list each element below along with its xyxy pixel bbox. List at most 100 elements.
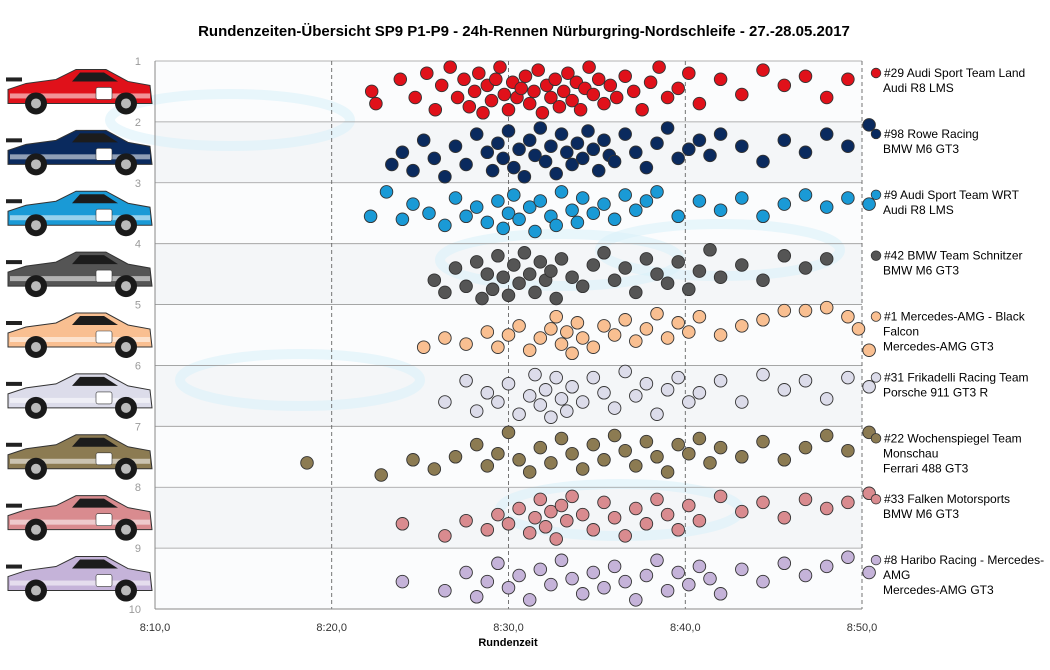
data-point (517, 246, 532, 260)
data-point (476, 106, 490, 120)
car-wing (6, 503, 22, 508)
data-point (467, 84, 482, 99)
data-point (607, 328, 622, 342)
data-point (671, 565, 685, 580)
watermark-shape (175, 349, 425, 411)
data-point (570, 215, 585, 230)
data-point (650, 407, 664, 421)
car-rim (121, 463, 131, 474)
data-point (682, 577, 696, 592)
data-point (660, 465, 675, 479)
data-point (522, 343, 537, 357)
data-point (369, 96, 383, 111)
y-tick-label: 6 (135, 360, 141, 372)
data-point (544, 410, 558, 424)
data-point (522, 526, 537, 540)
axes: 8:10,0 8:20,0 8:30,0 8:40,0 8:50,0 1 2 3 4 5 6 7 8 9 1… (129, 56, 878, 634)
data-point (538, 154, 553, 169)
data-point (549, 370, 563, 385)
data-point (586, 437, 601, 452)
data-point (565, 157, 579, 172)
data-point (703, 243, 717, 257)
data-point (538, 383, 553, 397)
data-point (618, 261, 632, 275)
data-point (480, 145, 495, 160)
data-point (819, 428, 834, 443)
data-point (512, 501, 526, 516)
car-window (72, 194, 118, 204)
data-point (851, 322, 866, 336)
data-point (469, 590, 484, 604)
legend-marker (870, 554, 882, 566)
legend-entry-text: Audi R8 LMS (883, 203, 954, 217)
car-stripe (10, 154, 150, 160)
data-point (682, 282, 696, 297)
data-point (528, 224, 542, 239)
car-number-plate (95, 513, 113, 526)
data-point (586, 206, 601, 220)
data-point (798, 440, 813, 455)
data-point (560, 513, 574, 528)
data-point (497, 87, 512, 102)
data-point (735, 395, 749, 409)
data-point (395, 212, 410, 227)
legend-entry-text: BMW M6 GT3 (883, 507, 959, 521)
car-rim (121, 402, 131, 413)
data-point (522, 96, 537, 111)
car-rim (31, 524, 41, 535)
data-point (735, 562, 749, 577)
data-point (682, 66, 696, 80)
data-point (635, 102, 649, 117)
data-point (475, 291, 489, 306)
legend-entry-text: #9 Audi Sport Team WRT (884, 188, 1020, 202)
data-point (862, 197, 876, 211)
data-point (618, 188, 632, 202)
data-point (501, 206, 516, 220)
data-point (581, 124, 595, 138)
data-point (527, 84, 541, 99)
data-point (819, 252, 834, 266)
car-window (72, 498, 118, 508)
car-rim (121, 220, 131, 231)
data-point (385, 157, 399, 172)
data-point (671, 370, 685, 385)
data-point (713, 328, 728, 342)
data-point (597, 453, 611, 467)
y-tick-label: 8 (135, 482, 141, 494)
legend-entry-text: Falcon (883, 325, 919, 339)
car-wing (6, 77, 22, 82)
data-point (496, 221, 510, 236)
data-point (639, 568, 654, 583)
data-point (491, 194, 505, 208)
data-point (522, 200, 537, 214)
data-point (544, 504, 558, 519)
data-point (650, 267, 664, 281)
data-point (512, 212, 526, 227)
data-point (798, 145, 813, 160)
data-point (575, 395, 590, 409)
data-point (512, 407, 526, 421)
data-point (756, 434, 770, 449)
car-rim (31, 463, 41, 474)
data-point (533, 331, 548, 345)
data-point (841, 550, 855, 564)
data-point (501, 425, 516, 440)
data-point (607, 401, 622, 415)
data-point (549, 309, 563, 324)
data-point (554, 553, 569, 568)
data-point (408, 90, 422, 105)
data-point (565, 346, 579, 361)
legend-entry-text: Audi R8 LMS (883, 81, 954, 95)
data-point (438, 285, 452, 300)
car-rim (31, 402, 41, 413)
data-point (501, 580, 516, 595)
data-point (406, 197, 420, 211)
data-point (586, 370, 601, 385)
car-rim (31, 98, 41, 109)
data-point (457, 72, 471, 87)
y-tick-label: 4 (135, 239, 141, 251)
car-wing (6, 442, 22, 447)
data-point (533, 398, 548, 412)
data-point (472, 66, 486, 80)
data-point (841, 443, 855, 458)
